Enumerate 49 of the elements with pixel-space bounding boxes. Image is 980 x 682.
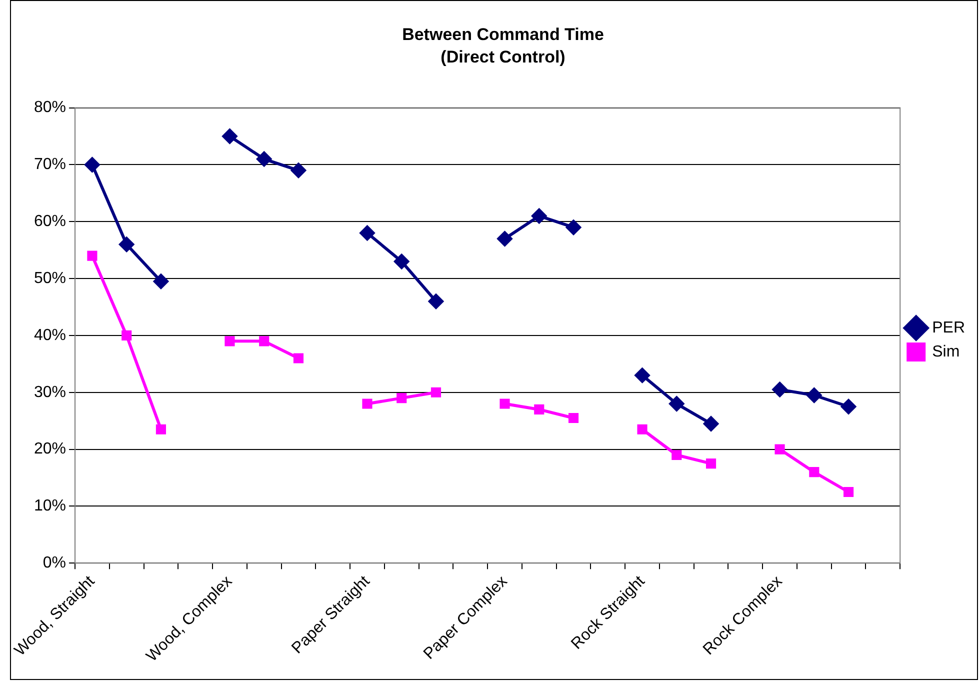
y-tick-label: 80% xyxy=(34,99,66,116)
y-tick-label: 60% xyxy=(34,213,66,230)
point xyxy=(224,336,235,346)
point xyxy=(293,353,304,364)
point xyxy=(672,450,682,460)
point xyxy=(362,398,372,409)
legend-label: PER xyxy=(932,319,966,336)
point xyxy=(428,294,444,309)
point xyxy=(566,220,582,235)
point xyxy=(706,458,716,469)
y-tick-label: 40% xyxy=(34,326,66,344)
point xyxy=(119,236,134,252)
point xyxy=(841,399,856,414)
point xyxy=(290,162,306,178)
point xyxy=(844,486,854,498)
y-tick-label: 30% xyxy=(34,384,66,401)
y-tick-label: 70% xyxy=(34,156,66,174)
point xyxy=(809,467,820,478)
point xyxy=(122,330,132,341)
point xyxy=(394,254,410,269)
point xyxy=(156,424,166,434)
point xyxy=(259,336,270,346)
y-tick-label: 50% xyxy=(34,270,66,287)
point xyxy=(774,444,785,454)
point xyxy=(534,404,544,414)
point xyxy=(669,396,684,412)
chart-subtitle: (Direct Control) xyxy=(440,47,566,66)
point xyxy=(153,274,168,289)
y-tick-label: 0% xyxy=(42,554,66,572)
point xyxy=(637,424,648,434)
point xyxy=(222,128,238,144)
point xyxy=(256,152,272,167)
point xyxy=(532,208,547,224)
point xyxy=(634,368,650,383)
point xyxy=(84,157,100,172)
point xyxy=(500,398,510,409)
point xyxy=(430,387,442,398)
legend-label: Sim xyxy=(932,343,960,360)
point xyxy=(806,388,822,403)
point xyxy=(704,416,719,432)
point xyxy=(772,382,788,398)
point xyxy=(497,231,512,246)
point xyxy=(87,250,98,261)
y-tick-label: 20% xyxy=(34,440,66,458)
point xyxy=(396,393,407,404)
point xyxy=(568,412,579,424)
chart-title: Between Command Time xyxy=(402,24,604,44)
y-tick-label: 10% xyxy=(34,498,66,515)
point xyxy=(360,226,375,241)
